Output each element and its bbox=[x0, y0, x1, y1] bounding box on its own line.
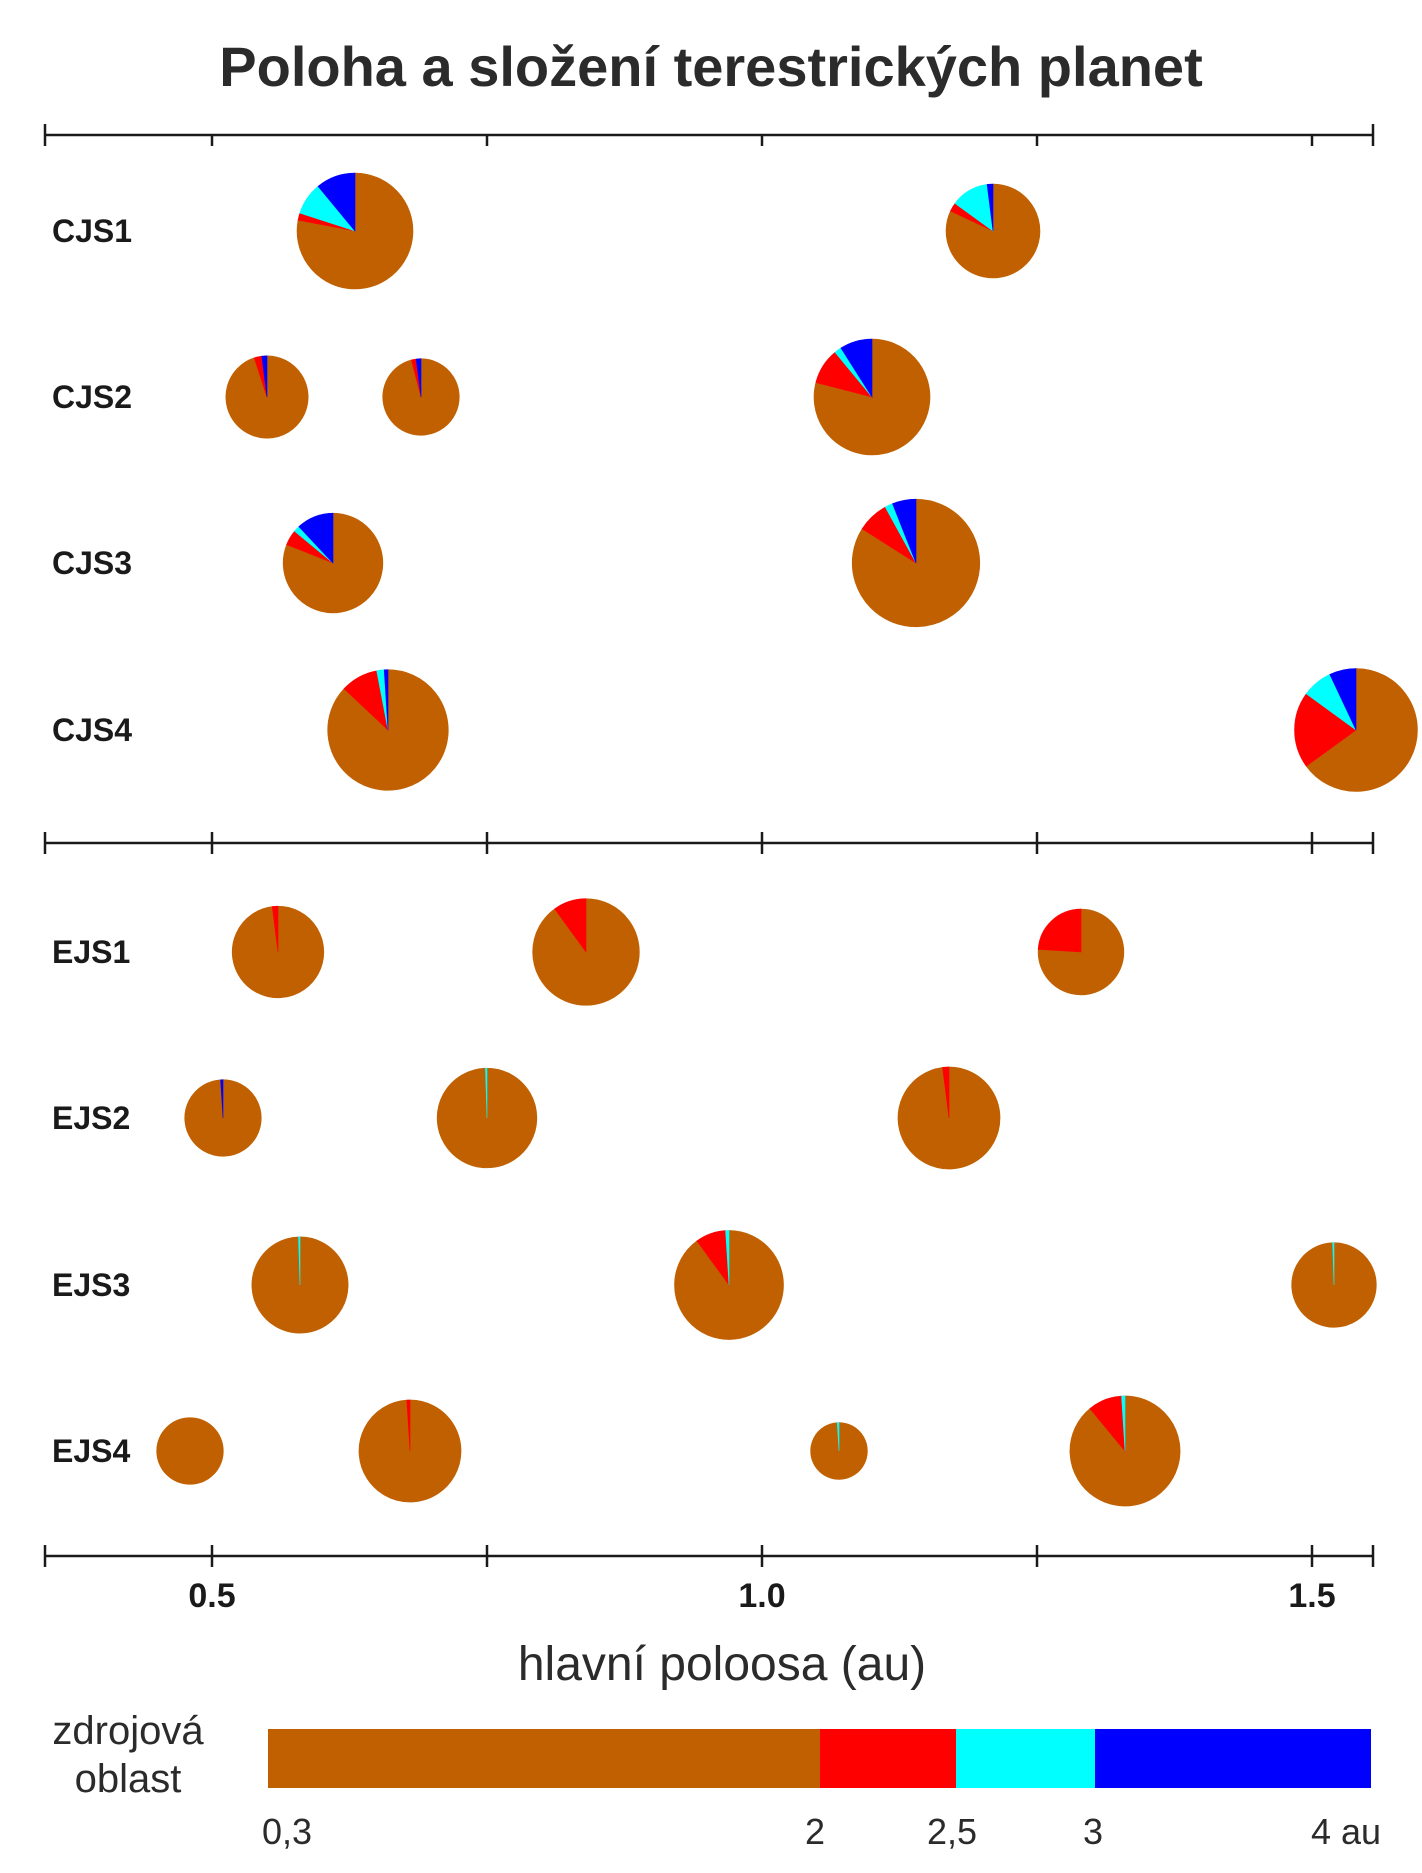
planet-pie bbox=[897, 1066, 1001, 1170]
x-axis-label: hlavní poloosa (au) bbox=[518, 1638, 926, 1691]
pie-slice bbox=[383, 669, 389, 731]
planet-pie bbox=[1069, 1395, 1181, 1507]
row-label: CJS4 bbox=[52, 712, 132, 748]
pie-slice bbox=[485, 1067, 488, 1119]
legend-swatch bbox=[820, 1729, 956, 1788]
planet-pie bbox=[1037, 908, 1125, 996]
pie-slice bbox=[725, 1230, 730, 1286]
planet-pie bbox=[231, 905, 325, 999]
row-label: EJS2 bbox=[52, 1100, 130, 1136]
x-tick-labels: 0.51.01.52.0 bbox=[188, 1577, 1335, 1615]
planet-pie bbox=[436, 1067, 538, 1169]
legend-tick-label: 2,5 bbox=[927, 1811, 977, 1852]
pie-slice bbox=[1069, 1395, 1181, 1507]
pie-slice bbox=[1332, 1242, 1335, 1286]
row-label: EJS4 bbox=[52, 1433, 130, 1469]
row-label: EJS3 bbox=[52, 1267, 130, 1303]
planet-pie bbox=[532, 898, 640, 1006]
pie-slice bbox=[261, 355, 268, 398]
pie-slice bbox=[840, 338, 873, 399]
row-labels: CJS1 CJS2 CJS3 CJS4 EJS1 EJS2 EJS3 EJS4 bbox=[52, 213, 132, 1469]
pie-slice bbox=[1329, 668, 1357, 731]
legend-swatch bbox=[268, 1729, 820, 1788]
pie-slice bbox=[836, 1422, 840, 1452]
legend-swatch bbox=[1095, 1729, 1371, 1788]
pie-slice bbox=[1294, 693, 1357, 767]
planet-pie bbox=[851, 498, 981, 628]
pie-slice bbox=[986, 183, 994, 232]
pie-slice bbox=[1037, 908, 1082, 953]
pie-slice bbox=[892, 498, 917, 564]
pie-slice bbox=[382, 358, 460, 436]
pie-slice bbox=[156, 1417, 224, 1485]
planet-pie bbox=[1294, 668, 1418, 792]
row-label: CJS3 bbox=[52, 545, 132, 581]
legend-swatch bbox=[956, 1729, 1095, 1788]
legend-color-bar bbox=[268, 1729, 1371, 1788]
legend-tick-label: 4 au bbox=[1311, 1811, 1381, 1852]
planet-pie bbox=[225, 355, 309, 439]
planet-pie bbox=[296, 172, 414, 290]
planet-pie bbox=[1291, 1242, 1377, 1328]
legend-tick-labels: 0,3 2 2,5 3 4 au bbox=[262, 1811, 1381, 1852]
pie-slice bbox=[406, 1399, 411, 1452]
planet-pie bbox=[813, 338, 931, 456]
pie-slice bbox=[1121, 1395, 1126, 1452]
pie-slice bbox=[296, 172, 414, 290]
row-label: EJS1 bbox=[52, 934, 130, 970]
legend-tick-label: 3 bbox=[1083, 1811, 1103, 1852]
planet-pie bbox=[358, 1399, 462, 1503]
x-tick-label: 0.5 bbox=[188, 1577, 235, 1615]
row-label: CJS2 bbox=[52, 379, 132, 415]
row-label: CJS1 bbox=[52, 213, 132, 249]
planet-pie bbox=[282, 512, 384, 614]
pie-slice bbox=[317, 172, 356, 232]
source-region-legend: zdrojová oblast 0,3 2 2,5 3 4 au bbox=[52, 1709, 1381, 1852]
pie-slice bbox=[220, 1079, 224, 1119]
planet-pie bbox=[810, 1422, 868, 1480]
planet-pie bbox=[327, 669, 449, 791]
pie-slice bbox=[415, 358, 422, 398]
planet-pie bbox=[382, 358, 460, 436]
chart-title: Poloha a složení terestrických planet bbox=[219, 35, 1202, 98]
legend-title-line1: zdrojová bbox=[52, 1709, 204, 1753]
x-tick-label: 1.0 bbox=[738, 1577, 785, 1615]
pie-slice bbox=[298, 1236, 301, 1286]
pie-slice bbox=[271, 905, 279, 953]
planet-pie bbox=[156, 1417, 224, 1485]
planet-pie bbox=[945, 183, 1041, 279]
legend-tick-label: 2 bbox=[805, 1811, 825, 1852]
pie-slice bbox=[942, 1066, 950, 1119]
pie-slice bbox=[554, 898, 587, 953]
planet-pie bbox=[184, 1079, 262, 1157]
planet-pie bbox=[674, 1230, 784, 1340]
axes bbox=[43, 124, 1375, 1567]
x-tick-label: 1.5 bbox=[1288, 1577, 1335, 1615]
pie-slice bbox=[298, 512, 334, 564]
pie-slice bbox=[1305, 668, 1418, 792]
pie-markers bbox=[156, 172, 1418, 1507]
planet-pie bbox=[251, 1236, 349, 1334]
legend-title-line2: oblast bbox=[75, 1757, 182, 1801]
legend-tick-label: 0,3 bbox=[262, 1811, 312, 1852]
